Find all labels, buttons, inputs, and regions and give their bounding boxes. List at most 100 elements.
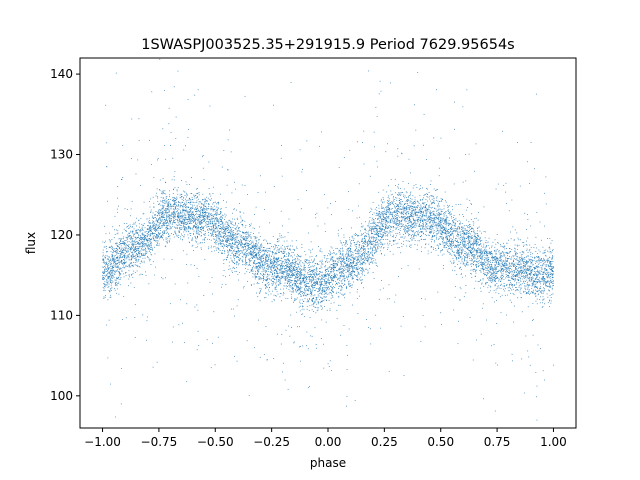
- scatter-point: [347, 270, 349, 272]
- scatter-point: [547, 296, 549, 298]
- scatter-point: [232, 236, 233, 238]
- scatter-point: [225, 244, 227, 246]
- scatter-point: [413, 202, 415, 204]
- scatter-point: [157, 240, 159, 242]
- scatter-point: [249, 235, 251, 237]
- scatter-point: [139, 238, 141, 239]
- scatter-point: [425, 238, 426, 240]
- scatter-point: [245, 261, 246, 263]
- scatter-point: [260, 261, 262, 263]
- scatter-point: [472, 249, 473, 250]
- scatter-point: [266, 250, 267, 252]
- scatter-point: [149, 238, 151, 239]
- scatter-point: [304, 290, 306, 292]
- scatter-point: [142, 233, 144, 235]
- scatter-point: [343, 236, 345, 238]
- scatter-point: [368, 263, 370, 265]
- scatter-point: [498, 263, 500, 264]
- scatter-point: [118, 257, 120, 258]
- scatter-point: [385, 222, 387, 224]
- scatter-point: [136, 237, 138, 238]
- scatter-point: [272, 276, 274, 278]
- scatter-point: [159, 211, 161, 213]
- scatter-point: [551, 269, 552, 271]
- scatter-point: [435, 230, 437, 232]
- scatter-point: [167, 204, 169, 206]
- scatter-point: [200, 235, 202, 237]
- scatter-point: [502, 270, 504, 271]
- scatter-point: [387, 185, 389, 187]
- scatter-point: [482, 255, 484, 257]
- scatter-point: [396, 224, 398, 226]
- scatter-point: [410, 212, 412, 214]
- scatter-point: [388, 221, 389, 223]
- scatter-point: [381, 225, 383, 227]
- scatter-point: [523, 252, 525, 254]
- scatter-point: [521, 268, 523, 270]
- scatter-point: [329, 267, 331, 268]
- scatter-point: [440, 226, 442, 228]
- scatter-point: [519, 283, 521, 285]
- scatter-point: [275, 275, 277, 277]
- scatter-point: [425, 199, 427, 200]
- scatter-point: [111, 255, 113, 257]
- scatter-point: [412, 210, 414, 211]
- scatter-point: [527, 255, 529, 257]
- scatter-point: [506, 258, 508, 259]
- scatter-point: [507, 276, 509, 278]
- scatter-point: [226, 223, 228, 225]
- scatter-point: [389, 207, 390, 209]
- scatter-point: [301, 295, 303, 297]
- scatter-point: [413, 218, 415, 220]
- scatter-point: [542, 252, 544, 254]
- scatter-point: [433, 197, 435, 199]
- scatter-point: [347, 255, 349, 257]
- scatter-point: [483, 264, 485, 266]
- scatter-point: [259, 262, 261, 264]
- scatter-point: [385, 219, 387, 221]
- scatter-point: [280, 269, 282, 271]
- scatter-point: [346, 258, 347, 260]
- scatter-point: [482, 266, 484, 268]
- scatter-point: [274, 272, 275, 273]
- scatter-point: [290, 255, 292, 257]
- scatter-point: [453, 244, 455, 246]
- scatter-point: [402, 206, 404, 208]
- scatter-point: [349, 283, 351, 284]
- scatter-point: [137, 254, 139, 256]
- scatter-point: [332, 259, 334, 261]
- scatter-point: [232, 272, 233, 273]
- scatter-point: [225, 231, 227, 233]
- scatter-point: [345, 269, 347, 271]
- scatter-point: [275, 286, 277, 288]
- scatter-point: [140, 260, 142, 262]
- scatter-point: [398, 211, 400, 212]
- scatter-point: [544, 281, 546, 283]
- scatter-point: [411, 207, 412, 209]
- scatter-point: [179, 231, 180, 232]
- scatter-point: [123, 262, 125, 264]
- scatter-point: [256, 265, 258, 267]
- scatter-point: [342, 259, 344, 261]
- scatter-point: [470, 247, 472, 248]
- scatter-point: [196, 207, 198, 209]
- scatter-point: [423, 211, 425, 213]
- scatter-point: [135, 231, 137, 233]
- scatter-point: [332, 276, 334, 277]
- scatter-point: [234, 263, 235, 265]
- scatter-point: [347, 253, 349, 254]
- scatter-point: [467, 207, 468, 208]
- scatter-point: [415, 208, 416, 210]
- scatter-point: [245, 240, 246, 242]
- scatter-point: [151, 247, 153, 249]
- scatter-point: [222, 223, 224, 225]
- scatter-point: [539, 272, 541, 274]
- scatter-point: [398, 247, 400, 248]
- scatter-point: [473, 250, 475, 252]
- scatter-point: [393, 212, 395, 213]
- scatter-point: [211, 251, 213, 252]
- scatter-point: [385, 228, 386, 230]
- scatter-point: [198, 220, 200, 222]
- scatter-point: [518, 275, 520, 277]
- scatter-point: [167, 236, 169, 237]
